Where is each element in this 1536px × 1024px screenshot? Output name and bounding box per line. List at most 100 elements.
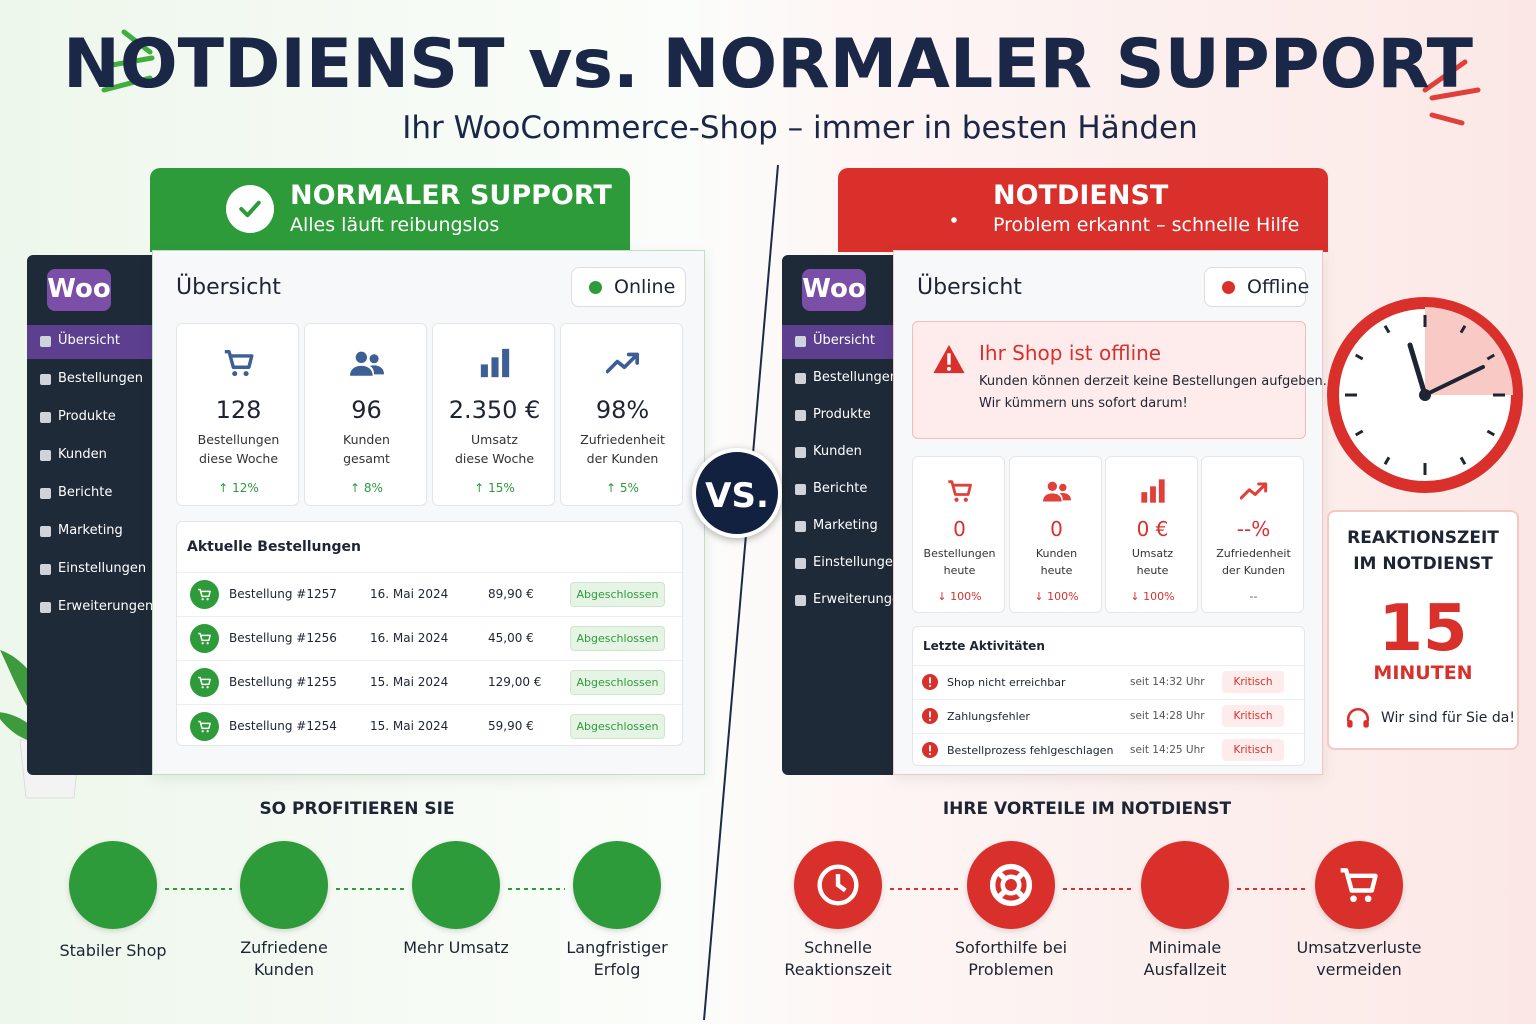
nav-item: Einstellungen [813,555,902,570]
alert-text: Wir kümmern uns sofort darum! [979,396,1188,411]
stat-change: ↑ 15% [474,481,515,495]
stat-label: heute [943,564,976,577]
benefit-label: Mehr Umsatz [403,938,509,957]
row-cell: Bestellprozess fehlgeschlagen [947,744,1114,757]
stat-label: diese Woche [198,451,279,466]
icon [1063,880,1133,892]
stat-label: heute [1040,564,1073,577]
banner-title: NOTDIENST [993,180,1169,211]
row-cell: 16. Mai 2024 [370,631,449,645]
status-badge: Kritisch [1222,671,1284,693]
badge-text: Kritisch [1233,676,1273,688]
icon [1139,477,1167,505]
panel-title: Übersicht [917,275,1022,300]
stat-value: 2.350 € [448,396,541,424]
benefit-icon [69,841,157,929]
stat-label: Bestellungen [197,432,280,447]
badge-text: Kritisch [1233,710,1273,722]
nav-item: Produkte [58,409,116,424]
benefit-label: Langfristiger [566,938,668,957]
icon [605,346,640,380]
nav-item: Berichte [813,481,868,496]
benefit-icon [967,841,1055,929]
stat-value: 0 [953,517,966,541]
nav-item: Kunden [58,447,107,462]
vs-text: VS. [705,476,769,516]
row-icon [190,624,219,653]
stat-card: 98% Zufriedenheit der Kunden ↑ 5% [560,323,683,506]
stat-label: Zufriedenheit [580,432,665,447]
benefit-label: vermeiden [1316,960,1402,979]
list-title: Aktuelle Bestellungen [187,539,361,555]
nav-item: Erweiterungen [58,599,154,614]
icon [508,880,565,892]
icon [478,346,512,380]
status-text: Online [614,276,676,298]
stat-label: Kunden [343,432,390,447]
row-cell: 59,90 € [488,719,534,733]
nav-item: Einstellungen [58,561,147,576]
row-divider [913,665,1306,666]
row-cell: 45,00 € [488,631,534,645]
nav-icon [795,595,806,606]
stat-change: ↓ 100% [937,590,982,603]
nav-icon [795,484,806,495]
row-cell: seit 14:28 Uhr [1130,710,1205,722]
stat-label: der Kunden [586,451,659,466]
banner: NORMALER SUPPORT Alles läuft reibungslos [150,168,630,252]
logo: Woo [802,269,866,311]
reaction-note: Wir sind für Sie da! [1381,710,1515,726]
benefit-label: Schnelle [804,938,872,957]
stat-label: gesamt [343,451,390,466]
benefits-title: IHRE VORTEILE IM NOTDIENST [942,799,1232,819]
stat-card: 0 Kunden heute ↓ 100% [1009,456,1102,613]
nav-item: Produkte [813,407,871,422]
nav-item: Bestellungen [58,371,143,386]
nav-icon [40,450,51,461]
icon [222,346,256,380]
list-title: Letzte Aktivitäten [923,639,1045,653]
stat-label: der Kunden [1221,564,1286,577]
benefit-icon [1141,841,1229,929]
icon [1345,706,1371,732]
nav-item: Kunden [813,444,862,459]
nav-item: Übersicht [813,333,875,348]
stat-label: Umsatz [1131,547,1174,560]
icon [1042,477,1071,505]
row-cell: seit 14:32 Uhr [1130,676,1205,688]
stat-change: ↑ 12% [218,481,259,495]
stat-change: ↑ 8% [350,481,383,495]
status-dot [589,281,602,294]
logo-text: Woo [802,274,866,304]
benefit-label: Ausfallzeit [1143,960,1227,979]
row-cell: 15. Mai 2024 [370,719,449,733]
status-badge: Kritisch [1222,739,1284,761]
stat-change: ↑ 5% [606,481,639,495]
status-badge: Abgeschlossen [570,714,665,739]
icon [349,346,384,380]
nav-item: Berichte [58,485,113,500]
row-cell: Zahlungsfehler [947,710,1030,723]
row-cell: 15. Mai 2024 [370,675,449,689]
sidebar: Woo Übersicht Bestellungen Produkte Kunden Be… [782,255,908,775]
icon [1239,477,1268,505]
icon [1237,880,1307,892]
banner: NOTDIENST Problem erkannt – schnelle Hilf… [838,168,1328,252]
panel-title: Übersicht [176,275,281,300]
stat-label: Bestellungen [923,547,996,560]
banner-subtitle: Problem erkannt – schnelle Hilfe [993,214,1300,236]
badge-text: Abgeschlossen [576,588,659,601]
reaction-title: IM NOTDIENST [1353,554,1493,574]
badge-text: Abgeschlossen [576,632,659,645]
alert-text: Kunden können derzeit keine Bestellungen… [979,374,1327,389]
stat-label: Umsatz [471,432,518,447]
dashboard: Übersicht Online 128 Bestellungen diese Woch… [152,250,705,775]
list-card: Aktuelle Bestellungen Bestellung #1257 16.… [176,521,684,746]
nav-icon [40,602,51,613]
badge-text: Abgeschlossen [576,676,659,689]
icon [922,708,938,724]
stat-label: diese Woche [454,451,535,466]
stat-card: 96 Kunden gesamt ↑ 8% [304,323,427,506]
list-card: Letzte Aktivitäten Shop nicht erreichbar s… [912,626,1306,766]
